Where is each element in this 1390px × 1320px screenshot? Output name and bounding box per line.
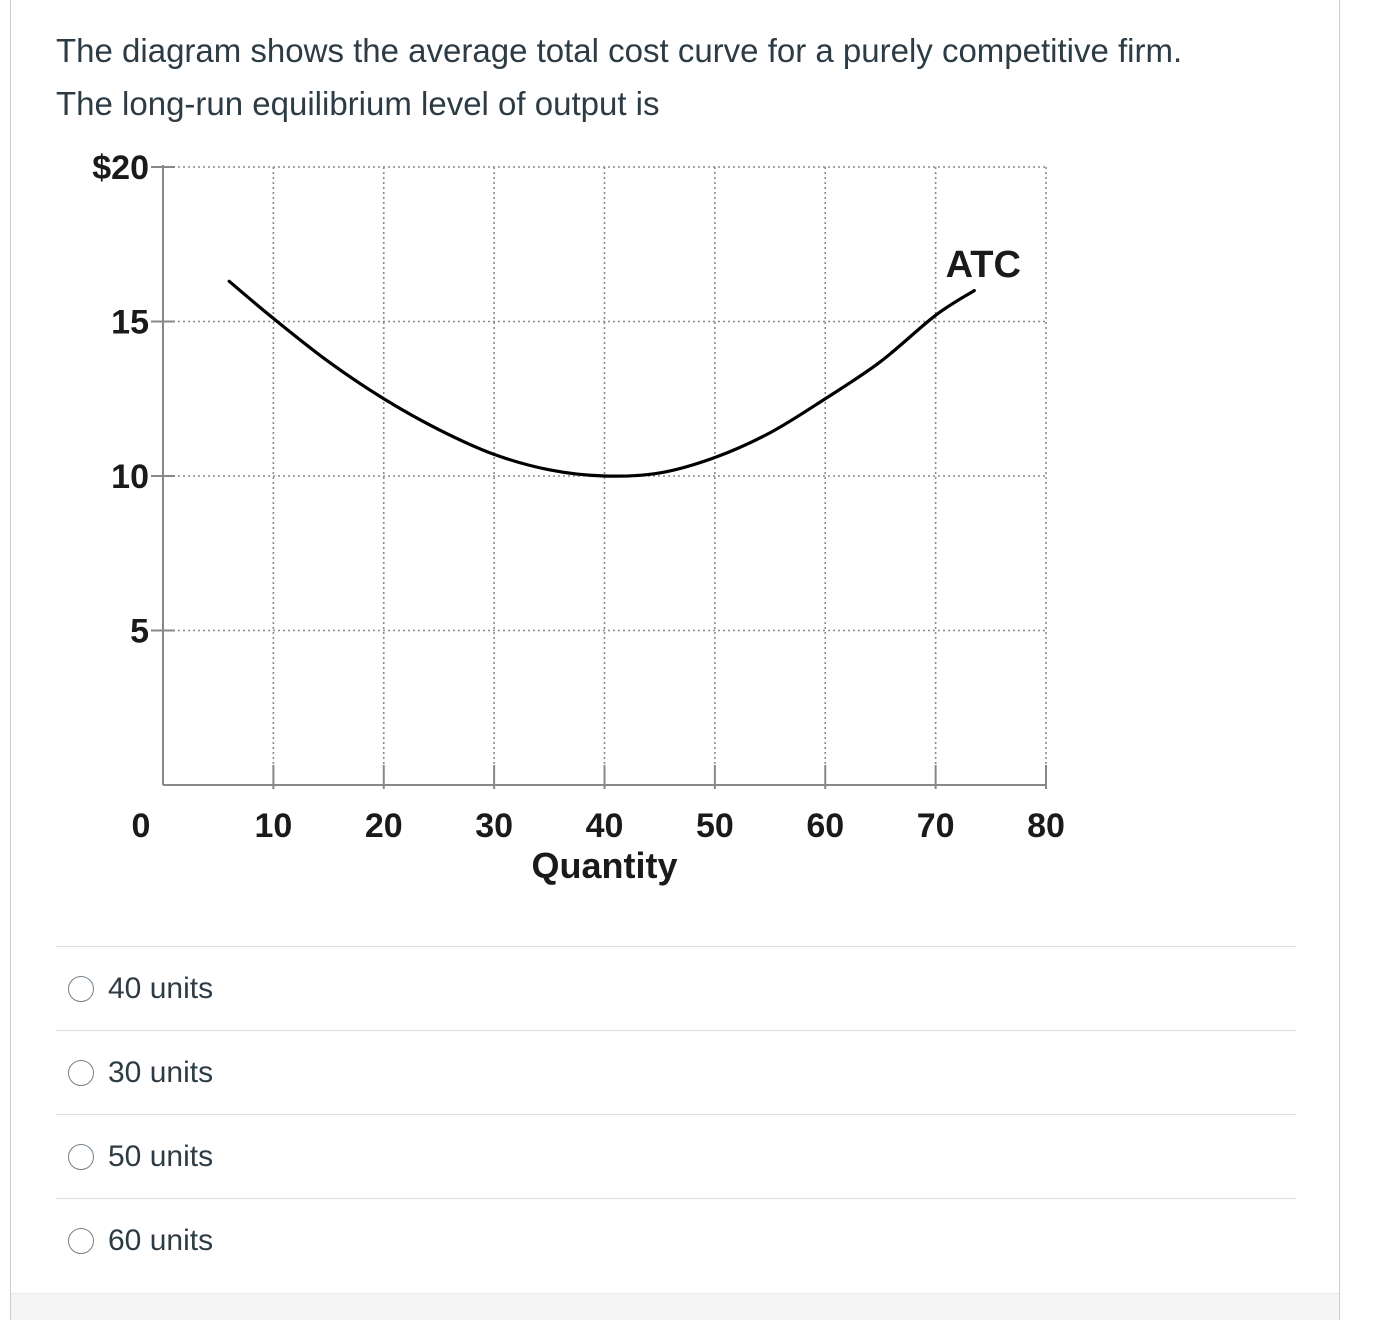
- y-tick-label: 10: [111, 458, 149, 496]
- x-tick-label: 60: [806, 807, 844, 845]
- radio-button[interactable]: [68, 1227, 94, 1254]
- answer-list: 40 units 30 units 50 units 60 units: [56, 946, 1296, 1282]
- answer-option-4[interactable]: 60 units: [56, 1198, 1296, 1282]
- x-tick-label: 10: [254, 807, 292, 845]
- radio-button[interactable]: [68, 1059, 94, 1086]
- chart-series: [227, 279, 976, 478]
- origin-label: 0: [132, 807, 151, 845]
- answer-option-2[interactable]: 30 units: [56, 1030, 1296, 1114]
- atc-chart: 5 10 15 $20 10 20 30 40 50 60 70 80 0 Quantity ATC: [92, 149, 1065, 886]
- chart-grid: [163, 166, 1047, 785]
- y-tick-label: 5: [130, 613, 149, 651]
- radio-button[interactable]: [68, 1143, 94, 1170]
- chart-labels: 5 10 15 $20 10 20 30 40 50 60 70 80 0 Quantity ATC: [92, 149, 1065, 886]
- x-tick-label: 80: [1027, 807, 1065, 845]
- x-tick-label: 40: [586, 807, 624, 845]
- answer-label: 50 units: [108, 1139, 214, 1173]
- answer-label: 40 units: [108, 971, 214, 1005]
- x-tick-label: 50: [696, 807, 734, 845]
- question-card: The diagram shows the average total cost…: [10, 0, 1340, 1320]
- y-tick-label: $20: [92, 149, 149, 187]
- y-tick-label: 15: [111, 304, 149, 342]
- radio-button[interactable]: [68, 975, 94, 1002]
- question-line-1: The diagram shows the average total cost…: [56, 32, 1183, 69]
- question-text: The diagram shows the average total cost…: [56, 24, 1296, 130]
- x-axis-title: Quantity: [531, 845, 677, 886]
- footer-bar: [11, 1293, 1339, 1320]
- x-tick-label: 70: [917, 807, 955, 845]
- atc-curve: [227, 279, 976, 478]
- x-tick-label: 20: [365, 807, 403, 845]
- atc-label-bg: [941, 235, 1040, 283]
- answer-option-3[interactable]: 50 units: [56, 1114, 1296, 1198]
- chart-axes: [151, 165, 1047, 789]
- answer-option-1[interactable]: 40 units: [56, 946, 1296, 1030]
- x-tick-label: 30: [475, 807, 513, 845]
- answer-label: 30 units: [108, 1055, 214, 1089]
- question-line-2: The long-run equilibrium level of output…: [56, 85, 660, 122]
- atc-label: ATC: [946, 244, 1021, 286]
- answer-label: 60 units: [108, 1223, 214, 1257]
